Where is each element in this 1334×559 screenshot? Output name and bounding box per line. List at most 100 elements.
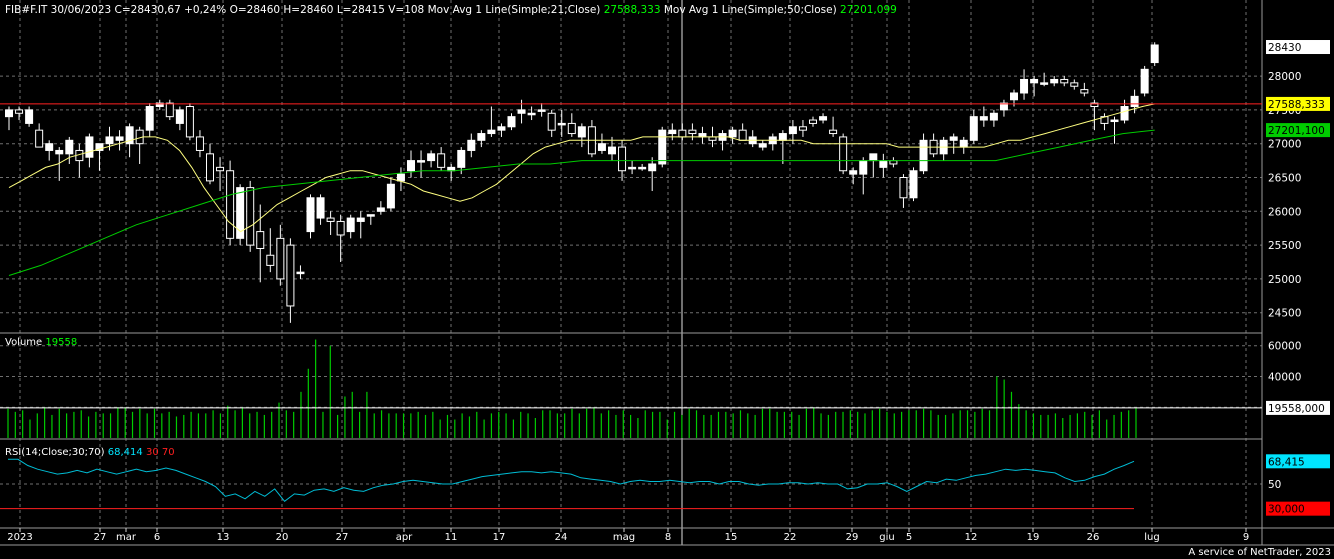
candle-body — [909, 170, 918, 199]
date-tick-label: 2023 — [7, 532, 32, 543]
candle-body — [758, 143, 767, 148]
date-tick-label: 15 — [725, 532, 738, 543]
date-tick-label: mar — [116, 532, 137, 543]
candle-body — [859, 160, 868, 175]
volume-bars — [7, 339, 1137, 438]
date-tick-label: 27 — [94, 532, 107, 543]
candle-body — [386, 183, 395, 209]
candle-body — [306, 197, 315, 233]
candle-body — [999, 102, 1008, 111]
candle-body — [1120, 106, 1129, 121]
candle-body — [829, 129, 838, 135]
rsi-line — [8, 458, 1135, 502]
date-tick-label: apr — [396, 532, 413, 543]
rsi-tick-label: 50 — [1268, 479, 1281, 491]
candle-body — [316, 197, 325, 219]
candle-body — [819, 116, 828, 121]
ma21-line — [8, 103, 1155, 233]
candle-body — [25, 109, 34, 124]
candle-body — [125, 126, 134, 145]
candle-body — [95, 143, 104, 151]
ma50-tag-bg — [1266, 123, 1330, 138]
price-tick-label: 27000 — [1268, 139, 1301, 151]
candle-body — [527, 112, 536, 116]
symbol-info: FIB#F.IT 30/06/2023 C=28430,67 +0,24% O=… — [5, 4, 425, 16]
panel-borders — [0, 0, 1334, 546]
reference-lines — [0, 103, 1262, 510]
candle-body — [778, 133, 787, 141]
rsi-last-tag-bg — [1266, 454, 1330, 469]
candle-body — [949, 136, 958, 141]
candle-body — [618, 146, 627, 172]
candle-body — [899, 177, 908, 199]
candle-body — [1010, 92, 1018, 101]
candle-body — [597, 143, 606, 151]
price-tick-label: 25000 — [1268, 274, 1301, 286]
price-tick-label: 26500 — [1268, 173, 1301, 185]
candle-body — [979, 116, 988, 121]
candle-body — [608, 146, 616, 155]
ma21-tag-bg — [1266, 96, 1330, 111]
candle-body — [577, 126, 586, 138]
candle-body — [246, 187, 255, 246]
candle-body — [366, 214, 375, 217]
date-tick-label: 6 — [154, 532, 160, 543]
chart-header: FIB#F.IT 30/06/2023 C=28430,67 +0,24% O=… — [5, 4, 897, 16]
rsi-level-tag-bg — [1266, 501, 1330, 516]
candle-body — [507, 116, 516, 128]
candle-body — [889, 160, 898, 165]
candle-body — [497, 126, 506, 131]
candle-body — [65, 139, 74, 155]
candle-body — [185, 106, 194, 138]
grid-lines — [0, 0, 1262, 545]
last-price-tag-bg — [1266, 40, 1330, 55]
candle-body — [788, 126, 797, 135]
volume-last-tag-bg — [1266, 400, 1330, 415]
candle-body — [959, 139, 968, 148]
candle-body — [839, 136, 848, 172]
candle-body — [517, 109, 526, 114]
candle-body — [346, 217, 355, 233]
candle-body — [45, 143, 54, 151]
candle-body — [708, 136, 717, 141]
date-axis: 2023 27 mar 6 13 20 27 apr 11 17 24 mag 8 15 22 29 giu 5 1… — [7, 528, 1249, 543]
date-tick-label: 8 — [665, 532, 671, 543]
candle-body — [105, 136, 114, 145]
rsi-level-tag: 30,000 — [1268, 504, 1305, 516]
candle-body — [1060, 78, 1069, 84]
price-axis: 2800027500270002650026000255002500024500… — [1266, 40, 1330, 516]
candle-body — [145, 106, 154, 131]
candle-body — [1020, 78, 1029, 94]
rsi-low-level: 30 — [145, 447, 159, 458]
volume-tick-label: 40000 — [1268, 371, 1301, 383]
candle-body — [1150, 44, 1159, 64]
candle-body — [628, 166, 637, 170]
candle-body — [266, 254, 275, 266]
credit-text: A service of NetTrader, 2023 — [1188, 547, 1331, 558]
date-tick-label: 9 — [1243, 532, 1249, 543]
candle-body — [356, 217, 365, 222]
candle-body — [638, 166, 647, 170]
rsi-label: RSI(14;Close;30;70) — [5, 447, 105, 458]
date-tick-label: lug — [1144, 532, 1159, 543]
rsi-last-tag: 68,415 — [1268, 456, 1305, 468]
candle-body — [969, 116, 978, 141]
ma50-label: Mov Avg 1 Line(Simple;50;Close) — [663, 4, 837, 16]
candle-body — [658, 129, 667, 165]
candle-body — [115, 136, 124, 141]
date-tick-label: 5 — [906, 532, 912, 543]
candle-body — [1030, 78, 1039, 84]
candle-body — [336, 220, 345, 236]
volume-panel-label: Volume 19558 — [5, 337, 77, 348]
date-tick-label: 17 — [493, 532, 506, 543]
ma21-tag: 27588,333 — [1268, 99, 1325, 111]
rsi-line-path — [8, 458, 1135, 502]
candle-body — [1090, 102, 1099, 108]
rsi-panel-label: RSI(14;Close;30;70) 68,414 30 70 — [5, 447, 175, 458]
date-tick-label: giu — [879, 532, 894, 543]
candle-body — [668, 129, 677, 135]
candle-body — [256, 231, 265, 249]
date-tick-label: 19 — [1027, 532, 1040, 543]
candle-body — [648, 163, 657, 172]
ma21-value: 27588,333 — [603, 4, 661, 16]
